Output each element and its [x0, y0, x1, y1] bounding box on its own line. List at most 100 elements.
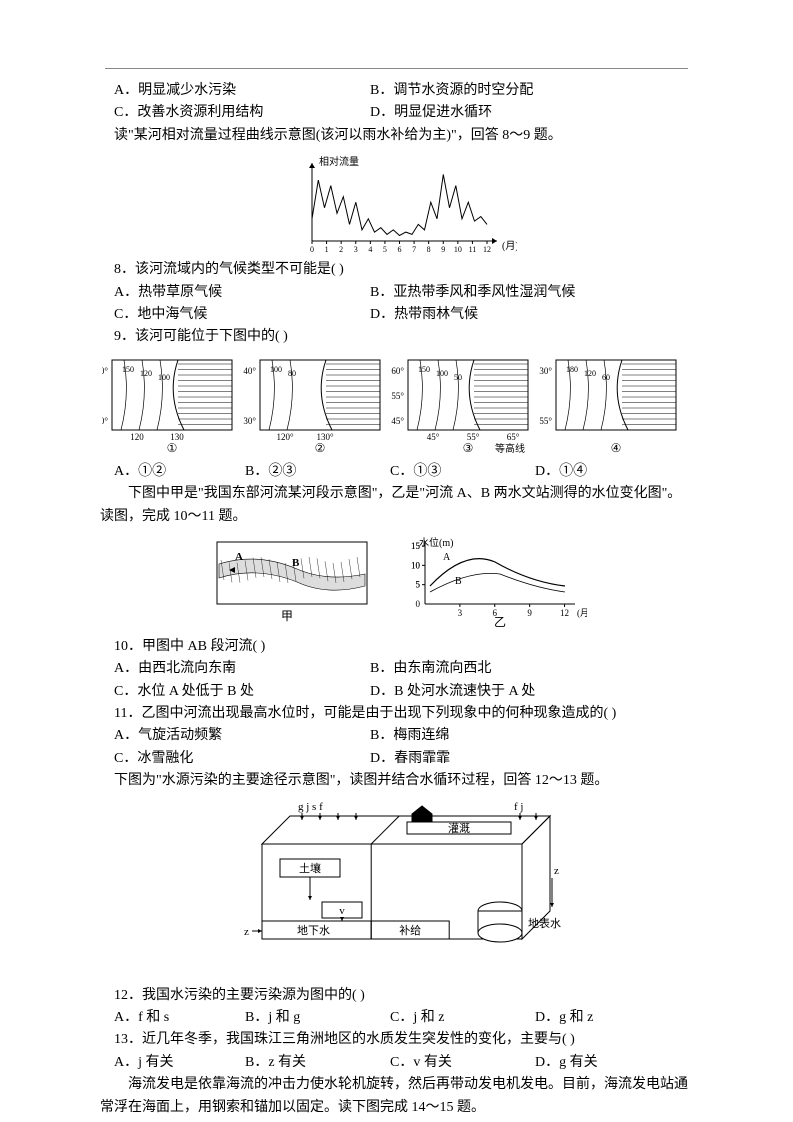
svg-text:3: 3 — [457, 608, 462, 618]
q7-opt-c: C．改善水资源利用结构 — [100, 102, 370, 124]
svg-text:15: 15 — [411, 541, 421, 551]
svg-text:z: z — [244, 926, 249, 938]
q9-opt-b: B．②③ — [245, 461, 390, 483]
q12-opt-c: C．j 和 z — [390, 1007, 535, 1029]
intro-12-13: 下图为"水源污染的主要途径示意图"，读图并结合水循环过程，回答 12～13 题。 — [100, 770, 693, 792]
chart1-xlabel: (月) — [502, 240, 517, 252]
svg-text:150: 150 — [418, 365, 430, 374]
svg-text:地表水: 地表水 — [528, 916, 561, 930]
svg-text:甲: 甲 — [280, 609, 292, 623]
svg-text:150: 150 — [122, 365, 134, 374]
pollution-diagram: 灌溉土壤v地下水补给地表水g j s ff jzz — [207, 799, 587, 979]
svg-text:等高线: 等高线 — [495, 442, 525, 455]
q13-opt-b: B．z 有关 — [245, 1052, 390, 1074]
q12-stem: 12．我国水污染的主要污染源为图中的( ) — [100, 985, 693, 1007]
chart1-ylabel: 相对流量 — [319, 155, 359, 168]
q8-stem: 8．该河流域内的气候类型不可能是( ) — [100, 259, 693, 281]
svg-text:5: 5 — [382, 245, 386, 253]
svg-text:3: 3 — [353, 245, 357, 253]
svg-text:灌溉: 灌溉 — [448, 822, 470, 835]
q13-stem: 13．近几年冬季，我国珠江三角洲地区的水质发生突发性的变化，主要与( ) — [100, 1029, 693, 1051]
svg-text:1: 1 — [324, 245, 328, 253]
svg-text:11: 11 — [468, 245, 476, 253]
svg-text:55°: 55° — [391, 391, 404, 401]
svg-text:2: 2 — [339, 245, 343, 253]
q7-opt-a: A．明显减少水污染 — [100, 80, 370, 102]
svg-text:30°: 30° — [102, 416, 108, 426]
svg-text:v: v — [339, 905, 345, 917]
q10-opt-d: D．B 处河水流速快于 A 处 — [370, 681, 693, 703]
svg-text:乙: 乙 — [493, 615, 505, 629]
svg-text:65°: 65° — [506, 432, 519, 442]
svg-text:B: B — [292, 557, 300, 569]
svg-text:③: ③ — [462, 441, 473, 455]
svg-text:50: 50 — [454, 373, 462, 382]
svg-text:12: 12 — [560, 608, 569, 618]
svg-text:7: 7 — [412, 245, 416, 253]
svg-text:(月): (月) — [577, 608, 587, 618]
q11-opt-a: A．气旋活动频繁 — [100, 725, 370, 747]
q10-opt-c: C．水位 A 处低于 B 处 — [100, 681, 370, 703]
q7-opt-b: B．调节水资源的时空分配 — [370, 80, 693, 102]
svg-text:④: ④ — [610, 441, 621, 455]
intro-14-15: 海流发电是依靠海流的冲击力使水轮机旋转，然后再带动发电机发电。目前，海流发电站通… — [100, 1074, 693, 1119]
q9-opt-a: A．①② — [100, 461, 245, 483]
q8-opt-c: C．地中海气候 — [100, 304, 370, 326]
svg-text:80: 80 — [288, 369, 296, 378]
q9-opt-d: D．①④ — [535, 461, 693, 483]
q13-opt-a: A．j 有关 — [100, 1052, 245, 1074]
svg-text:8: 8 — [426, 245, 430, 253]
svg-text:B: B — [455, 576, 462, 587]
svg-text:100: 100 — [270, 365, 282, 374]
svg-text:120°: 120° — [276, 432, 294, 442]
svg-text:土壤: 土壤 — [299, 861, 321, 875]
svg-text:30°: 30° — [243, 416, 256, 426]
svg-text:补给: 补给 — [399, 924, 421, 937]
q11-stem: 11．乙图中河流出现最高水位时，可能是由于出现下列现象中的何种现象造成的( ) — [100, 703, 693, 725]
svg-text:②: ② — [314, 441, 325, 455]
q12-opt-b: B．j 和 g — [245, 1007, 390, 1029]
svg-text:6: 6 — [397, 245, 401, 253]
svg-text:60°: 60° — [391, 366, 404, 376]
svg-text:100: 100 — [158, 373, 170, 382]
svg-text:55°: 55° — [539, 416, 552, 426]
q8-opt-b: B．亚热带季风和季风性湿润气候 — [370, 282, 693, 304]
svg-text:40°: 40° — [102, 366, 108, 376]
svg-text:水位(m): 水位(m) — [419, 536, 453, 549]
svg-text:180: 180 — [566, 365, 578, 374]
q10-stem: 10．甲图中 AB 段河流( ) — [100, 636, 693, 658]
svg-text:45°: 45° — [391, 416, 404, 426]
q8-opt-a: A．热带草原气候 — [100, 282, 370, 304]
flow-curve-chart: 0123456789101112 相对流量 (月) — [277, 153, 517, 253]
q10-opt-b: B．由东南流向西北 — [370, 658, 693, 680]
q8-opt-d: D．热带雨林气候 — [370, 304, 693, 326]
q11-opt-d: D．春雨霏霏 — [370, 748, 693, 770]
svg-text:120: 120 — [140, 369, 152, 378]
q13-opt-d: D．g 有关 — [535, 1052, 693, 1074]
svg-text:4: 4 — [368, 245, 372, 253]
q11-opt-b: B．梅雨连绵 — [370, 725, 693, 747]
q10-opt-a: A．由西北流向东南 — [100, 658, 370, 680]
q12-opt-d: D．g 和 z — [535, 1007, 693, 1029]
svg-text:60: 60 — [602, 373, 610, 382]
river-wl-diagram: AB甲水位(m)5101505101536912(月)AB乙 — [207, 534, 587, 630]
svg-text:①: ① — [166, 441, 177, 455]
svg-text:120: 120 — [584, 369, 596, 378]
svg-text:g j s f: g j s f — [298, 801, 323, 813]
q13-opt-c: C．v 有关 — [390, 1052, 535, 1074]
svg-text:40°: 40° — [243, 366, 256, 376]
q11-opt-c: C．冰雪融化 — [100, 748, 370, 770]
q9-stem: 9．该河可能位于下图中的( ) — [100, 326, 693, 348]
svg-text:地下水: 地下水 — [297, 924, 330, 937]
svg-text:f j: f j — [514, 801, 523, 813]
q7-opt-d: D．明显促进水循环 — [370, 102, 693, 124]
svg-text:9: 9 — [527, 608, 532, 618]
svg-text:A: A — [235, 551, 243, 563]
svg-text:0: 0 — [415, 599, 420, 609]
svg-text:120: 120 — [130, 432, 144, 442]
svg-text:12: 12 — [483, 245, 491, 253]
svg-text:100: 100 — [436, 369, 448, 378]
svg-text:A: A — [443, 552, 451, 563]
svg-text:10: 10 — [411, 560, 421, 570]
svg-text:10: 10 — [453, 245, 461, 253]
